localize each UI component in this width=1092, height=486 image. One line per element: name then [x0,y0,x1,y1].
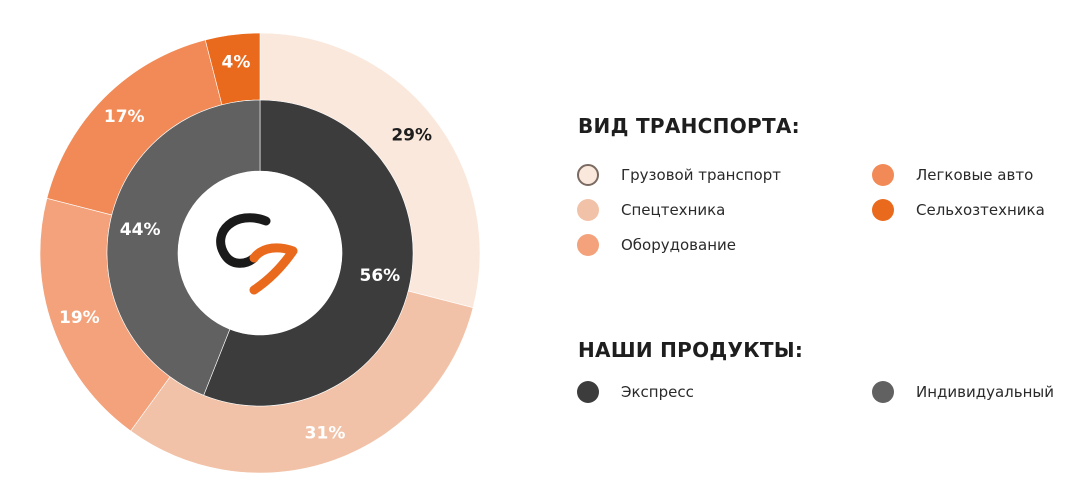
legend-dot-equipment [577,234,599,256]
legend-label: Экспресс [621,383,694,401]
legend-dot-agri [872,199,894,221]
inner-ring-label-0: 56% [359,266,400,286]
legend-label: Спецтехника [621,201,726,219]
legend-dot-cars [872,164,894,186]
legend-label: Легковые авто [916,166,1034,184]
legend-item-cargo: Грузовой транспорт [577,164,781,186]
legend-dot-cargo [577,164,599,186]
outer-ring-label-3: 17% [104,107,145,127]
slice-labels: 29% 31% 19% 17% 4% 56% 44% [59,53,432,444]
legend-dot-special [577,199,599,221]
legend-label: Грузовой транспорт [621,166,781,184]
legend-title-transport: ВИД ТРАНСПОРТА: [578,114,800,138]
legend-item-equipment: Оборудование [577,234,736,256]
outer-ring-label-2: 19% [59,308,100,328]
legend-item-cars: Легковые авто [872,164,1033,186]
legend-dot-express [577,381,599,403]
inner-ring-label-1: 44% [120,220,161,240]
legend-label: Индивидуальный [916,383,1055,401]
legend-item-express: Экспресс [577,381,694,403]
legend-item-special: Спецтехника [577,199,725,221]
legend-item-agri: Сельхозтехника [872,199,1045,221]
outer-ring [39,32,481,474]
legend-title-products: НАШИ ПРОДУКТЫ: [578,338,804,362]
legend-item-individual: Индивидуальный [872,381,1054,403]
outer-ring-label-4: 4% [221,53,250,73]
legend-dot-individual [872,381,894,403]
logo-icon [216,213,298,295]
legend-label: Оборудование [621,236,736,254]
legend-label: Сельхозтехника [916,201,1045,219]
outer-ring-label-0: 29% [391,125,432,145]
outer-ring-label-1: 31% [305,424,346,444]
